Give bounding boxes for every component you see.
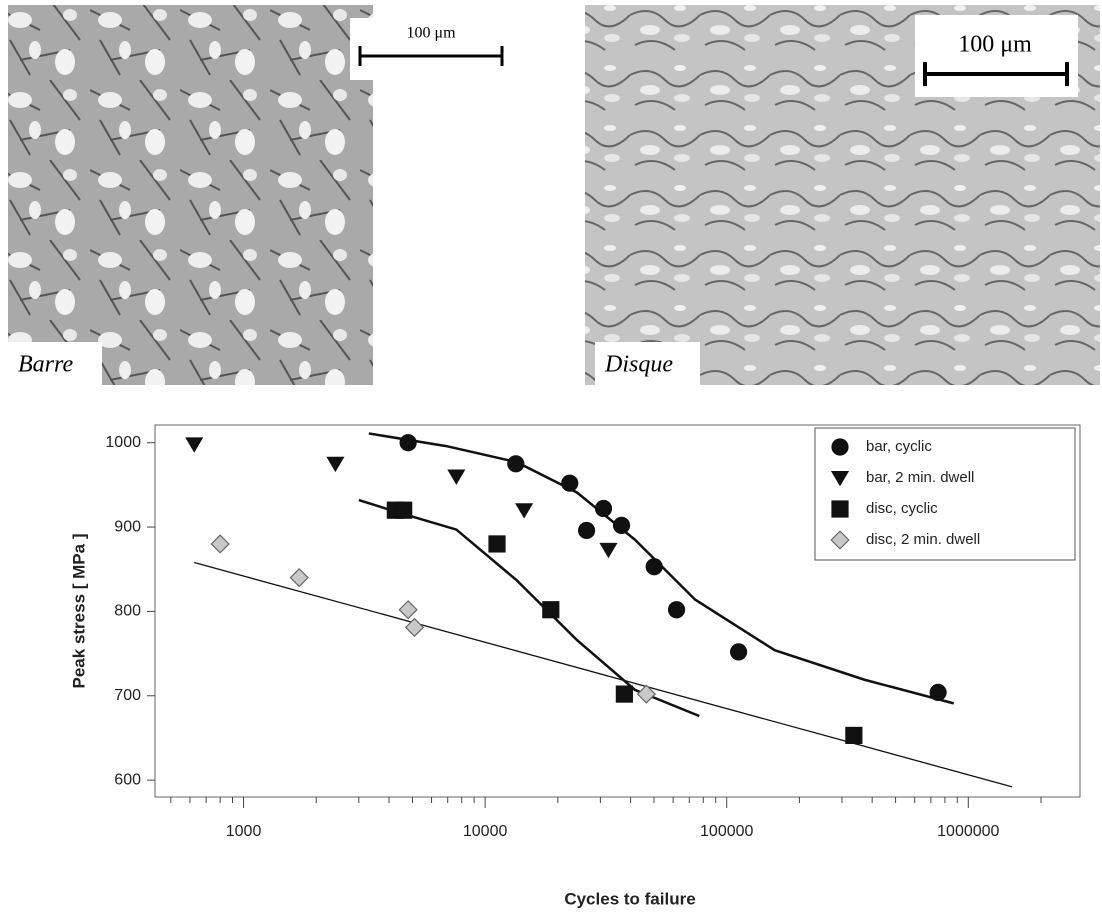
scale-bar-label: 100 μm (406, 25, 456, 42)
y-tick-label: 1000 (105, 434, 141, 451)
y-tick-label: 800 (114, 603, 141, 620)
point (398, 600, 418, 620)
legend-marker (830, 530, 850, 550)
point (615, 685, 633, 703)
y-axis-title: Peak stress [ MPa ] (69, 534, 88, 689)
x-tick-label: 1000000 (937, 823, 999, 840)
legend-marker (830, 471, 850, 487)
legend (814, 427, 1076, 561)
point (404, 617, 425, 638)
point (326, 456, 345, 473)
legend-marker (831, 500, 849, 518)
y-tick-label: 700 (114, 687, 141, 704)
legend-label: bar, 2 min. dwell (866, 469, 974, 486)
point (488, 535, 506, 553)
point (636, 684, 657, 704)
micrograph-label: Barre (18, 352, 73, 378)
point (667, 601, 686, 619)
point (289, 568, 309, 588)
point (185, 437, 204, 453)
point (612, 516, 631, 534)
x-axis-title: Cycles to failure (564, 889, 695, 908)
x-tick-label: 100000 (700, 823, 753, 840)
point (594, 499, 613, 518)
point (515, 503, 534, 519)
point (929, 683, 947, 702)
point (210, 534, 230, 554)
scale-bar-label: 100 μm (958, 32, 1032, 58)
x-tick-label: 10000 (463, 823, 508, 840)
legend-marker (831, 438, 849, 456)
micrograph-barre: 100 μm Barre (8, 5, 512, 385)
fit-line (368, 432, 955, 705)
legend-label: bar, cyclic (866, 438, 932, 455)
legend-label: disc, 2 min. dwell (866, 531, 980, 548)
point (577, 521, 596, 540)
fit-line (194, 561, 1013, 788)
y-tick-label: 900 (114, 518, 141, 535)
point (599, 542, 618, 559)
point (730, 643, 748, 661)
point (845, 726, 863, 745)
point (399, 434, 417, 452)
micrograph-label: Disque (604, 352, 673, 378)
point (542, 601, 560, 619)
point (645, 558, 663, 576)
legend-label: disc, cyclic (866, 500, 938, 517)
point (395, 501, 413, 519)
y-tick-label: 600 (114, 771, 141, 788)
x-tick-label: 1000 (226, 823, 262, 840)
point (561, 474, 579, 492)
point (447, 469, 466, 485)
point (507, 455, 525, 473)
micrograph-disque: 100 μm Disque (585, 5, 1100, 385)
